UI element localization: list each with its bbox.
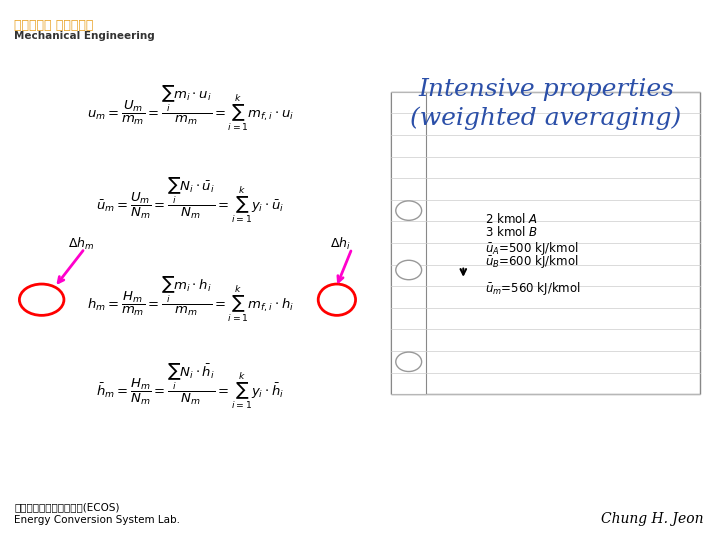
Circle shape xyxy=(396,352,422,372)
Text: $\bar{u}_A$=500 kJ/kmol: $\bar{u}_A$=500 kJ/kmol xyxy=(485,240,578,257)
Text: $\bar{u}_B$=600 kJ/kmol: $\bar{u}_B$=600 kJ/kmol xyxy=(485,253,578,271)
Circle shape xyxy=(396,260,422,280)
Text: $\Delta h_m$: $\Delta h_m$ xyxy=(68,236,94,252)
Text: Chung H. Jeon: Chung H. Jeon xyxy=(601,512,704,526)
Text: 에너지변환시스템연구실(ECOS)
Energy Conversion System Lab.: 에너지변환시스템연구실(ECOS) Energy Conversion Syst… xyxy=(14,502,181,525)
Text: 부산대학교 기계공학부: 부산대학교 기계공학부 xyxy=(14,19,94,32)
Circle shape xyxy=(396,201,422,220)
Text: $\bar{u}_m$=560 kJ/kmol: $\bar{u}_m$=560 kJ/kmol xyxy=(485,280,581,298)
Text: Intensive properties
(weighted averaging): Intensive properties (weighted averaging… xyxy=(410,78,682,130)
Text: 2 kmol $A$: 2 kmol $A$ xyxy=(485,212,538,226)
Text: $\bar{h}_m = \dfrac{H_m}{N_m} = \dfrac{\sum_i N_i \cdot \bar{h}_i}{N_m} = \sum_{: $\bar{h}_m = \dfrac{H_m}{N_m} = \dfrac{\… xyxy=(96,361,284,411)
Bar xyxy=(392,92,701,394)
Text: Mechanical Engineering: Mechanical Engineering xyxy=(14,31,155,42)
Text: $h_m = \dfrac{H_m}{m_m} = \dfrac{\sum_i m_i \cdot h_i}{m_m} = \sum_{i=1}^{k} m_{: $h_m = \dfrac{H_m}{m_m} = \dfrac{\sum_i … xyxy=(87,275,294,325)
Bar xyxy=(392,92,426,394)
Text: $\bar{u}_m = \dfrac{U_m}{N_m} = \dfrac{\sum_i N_i \cdot \bar{u}_i}{N_m} = \sum_{: $\bar{u}_m = \dfrac{U_m}{N_m} = \dfrac{\… xyxy=(96,175,284,225)
Text: $\Delta h_i$: $\Delta h_i$ xyxy=(330,236,351,252)
Text: 3 kmol $B$: 3 kmol $B$ xyxy=(485,225,538,239)
Text: $u_m = \dfrac{U_m}{m_m} = \dfrac{\sum_i m_i \cdot u_i}{m_m} = \sum_{i=1}^{k} m_{: $u_m = \dfrac{U_m}{m_m} = \dfrac{\sum_i … xyxy=(87,83,294,133)
